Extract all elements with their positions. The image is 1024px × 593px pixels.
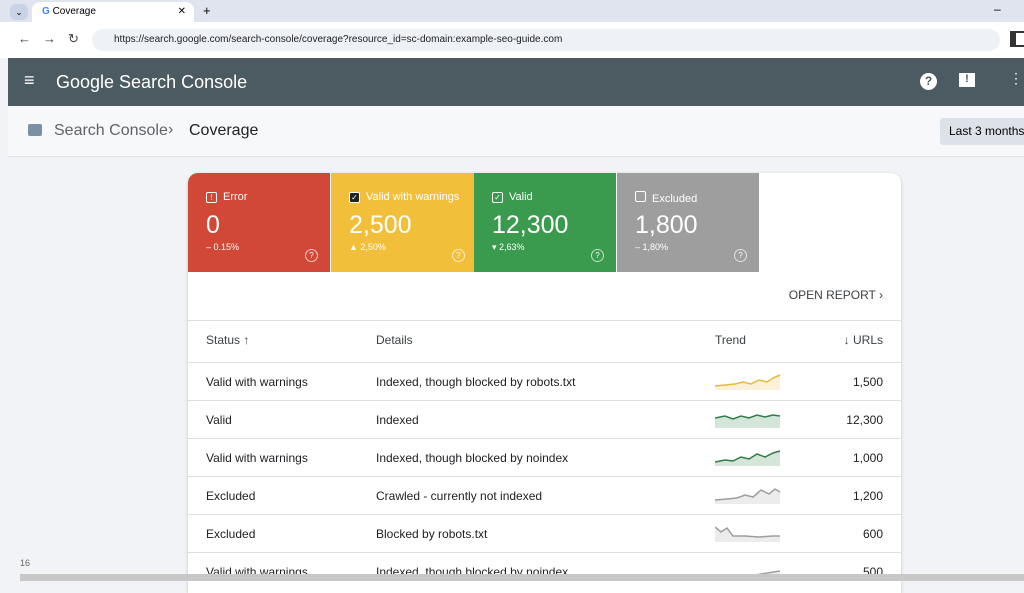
breadcrumb-bar: Search Console › Coverage Last 3 months (8, 106, 1024, 157)
card-value: 2,500 (349, 211, 412, 239)
open-report[interactable]: OPEN REPORT › (788, 288, 883, 302)
sparkline-line (715, 488, 781, 501)
sparkline-area (715, 489, 780, 504)
status-card[interactable]: ! Error 0 – 0.15%? (188, 173, 330, 272)
status-cell: Excluded (206, 489, 256, 503)
crumb-current: Coverage (189, 122, 259, 139)
sparkline-line (715, 526, 780, 538)
header-cell[interactable]: ↓ URLs (843, 333, 883, 347)
new-tab[interactable]: + (203, 3, 211, 18)
card-change: – 1,80% (635, 242, 669, 252)
table-row[interactable]: Valid with warnings Indexed, though block… (188, 552, 901, 591)
url: https://search.google.com/search-console… (114, 34, 563, 45)
trend-sparkline (715, 450, 781, 466)
sparkline-line (715, 414, 781, 420)
table-row[interactable]: Valid with warnings Indexed, though block… (188, 438, 901, 477)
sidebar-btn[interactable] (1010, 31, 1024, 47)
crumb-root[interactable]: Search Console (54, 122, 168, 139)
property-icon (28, 124, 42, 136)
urls-cell: 12,300 (846, 413, 883, 427)
header-cell[interactable]: Status ↑ (206, 333, 250, 347)
tab-title: Coverage (52, 6, 96, 17)
card-label-wrap: Excluded (635, 191, 697, 205)
tab-menu[interactable]: ⌄ (10, 4, 28, 20)
coverage-panel: OPEN REPORT › Status ↑ Details Trend ↓ U… (188, 173, 901, 593)
checkbox: ✓ (492, 192, 503, 203)
open-report-label: OPEN REPORT (788, 288, 876, 302)
card-label: Valid (509, 191, 533, 203)
details-cell: Blocked by robots.txt (376, 527, 488, 541)
details-cell: Crawled - currently not indexed (376, 489, 543, 503)
help[interactable]: ? (920, 73, 937, 90)
url-bar[interactable]: https://search.google.com/search-console… (92, 29, 1000, 51)
tab[interactable]: G Coverage ✕ (32, 2, 194, 22)
card-change: – 0.15% (206, 242, 240, 252)
header-label: Status (206, 333, 241, 347)
trend-sparkline (715, 488, 781, 504)
card-help: ? (452, 249, 465, 262)
header-label: URLs (852, 333, 883, 347)
status-cell: Valid (206, 413, 232, 427)
card-label-wrap: ✓ Valid (492, 191, 533, 203)
urls-cell: 1,000 (852, 451, 883, 465)
card-change: ▾ 2,63% (492, 242, 525, 252)
chevron: › (168, 121, 174, 138)
menu[interactable]: ≡ (24, 70, 35, 90)
page-number: 16 (20, 558, 31, 568)
card-help: ? (734, 249, 747, 262)
minimize[interactable]: – (994, 2, 1001, 16)
header-cell: Trend (715, 333, 746, 347)
trend-sparkline (715, 414, 781, 428)
trend-sparkline (715, 526, 780, 542)
details-cell: Indexed, though blocked by robots.txt (376, 375, 576, 389)
date-range[interactable]: Last 3 months (940, 118, 1024, 145)
status-card[interactable]: ✓ Valid with warnings 2,500 ▲ 2,50%? (331, 173, 477, 272)
card-label: Valid with warnings (366, 191, 460, 203)
sparkline-area (715, 451, 780, 466)
status-card[interactable]: Excluded 1,800 – 1,80%? (617, 173, 759, 272)
card-value: 12,300 (492, 211, 569, 239)
table-row[interactable]: Valid Indexed 12,300 (188, 400, 901, 439)
table-row[interactable]: Valid with warnings Indexed, though block… (188, 362, 901, 401)
app-title: Google Search Console (56, 72, 248, 92)
scrollbar (20, 574, 1024, 581)
urls-cell: 600 (862, 527, 883, 541)
tab-strip: ⌄ G Coverage ✕ + – (0, 0, 1024, 22)
card-change: ▲ 2,50% (349, 242, 386, 252)
card-help: ? (591, 249, 604, 262)
card-label: Error (223, 191, 248, 203)
sparkline-area (715, 415, 780, 428)
app-bar: ≡ Google Search Console ? ! ⋮⋮ (8, 58, 1024, 106)
table-row[interactable]: Excluded Crawled - currently not indexed 1… (188, 476, 901, 515)
checkbox: ✓ (349, 192, 360, 203)
card-label-wrap: ✓ Valid with warnings (349, 191, 459, 203)
sparkline-line (715, 450, 781, 463)
sparkline-area (715, 527, 780, 542)
status-cell: Valid with warnings (206, 375, 308, 389)
table-header: Status ↑ Details Trend ↓ URLs (188, 320, 901, 359)
details-cell: Indexed, though blocked by noindex (376, 451, 569, 465)
checkbox: ! (206, 192, 217, 203)
card-value: 1,800 (635, 211, 698, 239)
status-cell: Valid with warnings (206, 451, 308, 465)
card-help: ? (305, 249, 318, 262)
header-cell: Details (376, 333, 413, 347)
status-card[interactable]: ✓ Valid 12,300 ▾ 2,63%? (474, 173, 616, 272)
sparkline-area (715, 375, 780, 390)
nav-buttons[interactable]: ←→↻ (18, 31, 91, 46)
table-row[interactable]: Excluded Blocked by robots.txt 600 (188, 514, 901, 553)
urls-cell: 1,500 (852, 375, 883, 389)
trend-sparkline (715, 374, 781, 390)
apps[interactable]: ⋮⋮ (1009, 70, 1024, 86)
status-cell: Excluded (206, 527, 256, 541)
details-cell: Indexed (376, 413, 419, 427)
card-label-wrap: ! Error (206, 191, 247, 203)
urls-cell: 1,200 (852, 489, 883, 503)
feedback[interactable]: ! (959, 73, 975, 87)
sparkline-line (715, 374, 781, 387)
checkbox (635, 191, 646, 202)
card-value: 0 (206, 211, 220, 239)
card-label: Excluded (652, 193, 698, 205)
